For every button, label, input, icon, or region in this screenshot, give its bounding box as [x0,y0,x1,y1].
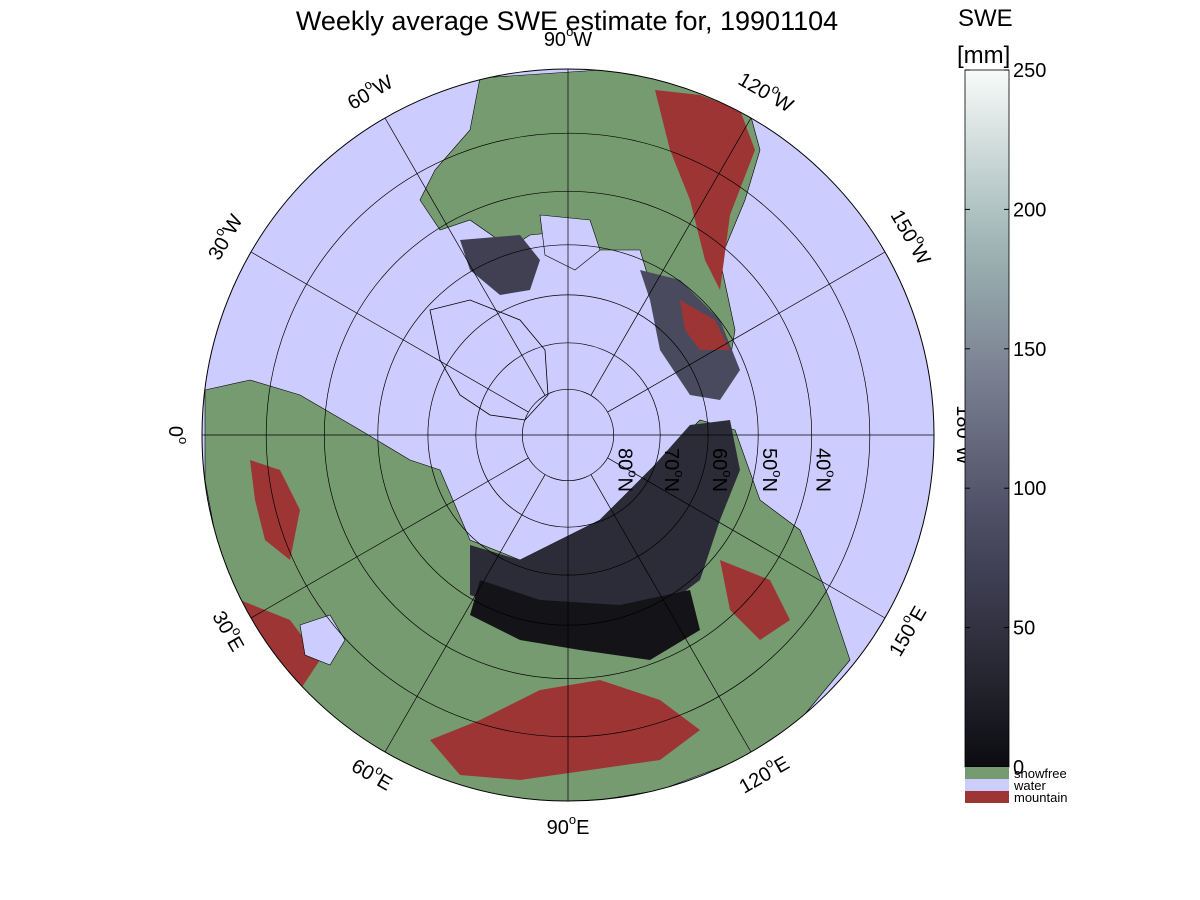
longitude-label-4: 120oW [734,65,799,118]
mountain-rockies [655,90,755,290]
mountain-alaska [680,300,730,350]
colorbar-tick-label-200: 200 [1013,199,1046,221]
colorbar: SWE [mm] 0 50 100 150 200 250 snowfreewatermo… [957,5,1067,805]
latitude-label-80: 80oN [613,448,640,492]
longitude-label-10: 60oE [347,751,398,796]
mountain-europe [240,600,320,690]
longitude-label-0: 0o [164,426,191,444]
latitude-label-50: 50oN [758,448,785,492]
meridian-330 [250,457,529,619]
graticule [202,69,934,801]
legend-label-snowfree: snowfree [1014,766,1067,781]
mountain-himalaya [430,680,700,780]
latitude-labels: 80oN 70oN 60oN 50oN 40oN [613,448,838,492]
legend-label-water: water [1013,778,1046,793]
polar-map: 0o30oW60oW90oW120oW150oW180oW150oE120oE9… [164,24,979,839]
meridian-30 [250,251,529,413]
legend-swatch-water [965,779,1009,791]
longitude-label-11: 30oE [207,605,252,656]
colorbar-label-line2: [mm] [957,42,1010,69]
mountain-east-asia [720,560,790,640]
longitude-label-3: 90oW [544,24,592,51]
longitude-label-5: 150oW [885,204,938,269]
colorbar-tick-label-50: 50 [1013,618,1035,640]
colorbar-tick-label-0: 0 [1013,757,1024,779]
snow-cover-siberia [470,420,740,615]
mountain-scandinavia [250,460,300,560]
legend-swatch-mountain [965,791,1009,803]
legend-label-mountain: mountain [1014,790,1067,805]
colorbar-gradient [964,69,1010,768]
meridian-120 [590,117,752,396]
legend-swatch-snowfree [965,767,1009,779]
hudson-bay [539,214,601,271]
colorbar-tick-label-250: 250 [1013,60,1046,82]
latitude-label-70: 70oN [660,448,687,492]
longitude-label-2: 60oW [342,67,397,114]
meridian-210 [607,457,886,619]
snow-cover-siberia-dark [470,580,700,660]
colorbar-label-line1: SWE [958,5,1013,32]
colorbar-tick-label-150: 150 [1013,339,1046,361]
colorbar-tick-label-100: 100 [1013,478,1046,500]
caspian-black-sea [299,614,346,666]
longitude-label-1: 30oW [200,209,247,264]
meridian-240 [590,474,752,753]
meridian-60 [384,117,546,396]
meridian-300 [384,474,546,753]
meridian-150 [607,251,886,413]
latitude-label-60: 60oN [708,448,735,492]
map-title: Weekly average SWE estimate for, 1990110… [296,6,838,36]
snow-cover-hudson [460,235,540,295]
longitude-label-9: 90oE [547,812,590,839]
latitude-label-40: 40oN [811,448,838,492]
greenland [429,299,549,421]
